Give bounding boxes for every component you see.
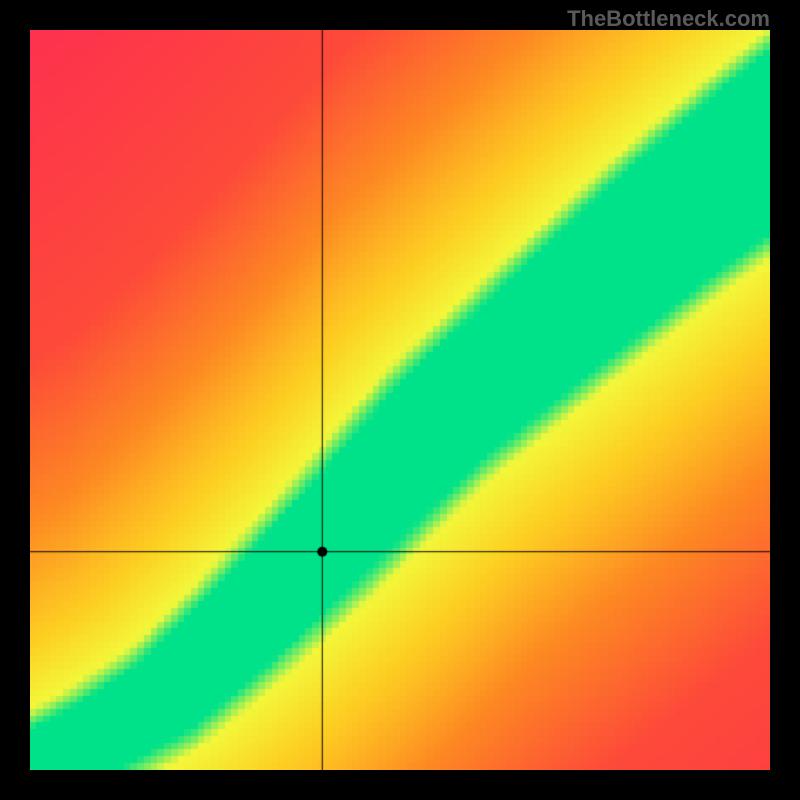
bottleneck-heatmap-canvas	[30, 30, 770, 770]
chart-frame: TheBottleneck.com	[0, 0, 800, 800]
source-watermark: TheBottleneck.com	[567, 6, 770, 32]
